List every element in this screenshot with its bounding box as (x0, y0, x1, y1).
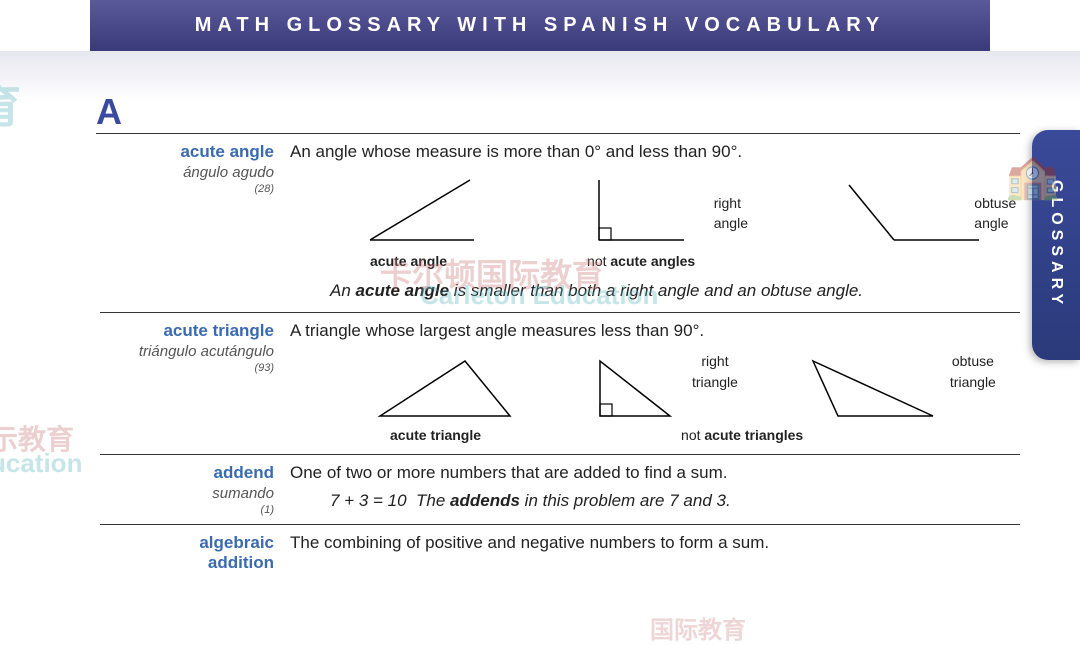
right-triangle-figure (590, 351, 680, 421)
term-reference: (1) (100, 504, 274, 516)
glossary-entry: algebraicaddition The combining of posit… (100, 525, 1020, 581)
right-angle-figure (584, 175, 694, 245)
right-angle-block (584, 175, 694, 245)
term-spanish: sumando (100, 485, 274, 502)
term-english: addend (100, 463, 274, 483)
watermark: 国际教育 (650, 610, 746, 645)
obtuse-angle-figure (844, 175, 984, 245)
not-acute-triangle-caption: not acute triangles (681, 425, 803, 445)
term-column: algebraicaddition (100, 531, 290, 573)
glossary-content: A acute angle ángulo agudo (28) An angle… (0, 91, 1080, 581)
angle-figures: right angle obtuse angle (350, 175, 1036, 245)
right-triangle-block: righttriangle (590, 351, 738, 421)
term-spanish: triángulo acutángulo (100, 343, 274, 360)
term-reference: (28) (100, 183, 274, 195)
term-english: algebraicaddition (100, 533, 274, 573)
acute-triangle-figure (370, 351, 520, 421)
term-english: acute angle (100, 142, 274, 162)
acute-angle-caption: acute angle (370, 251, 447, 271)
definition-text: The combining of positive and negative n… (290, 531, 1020, 556)
definition-column: A triangle whose largest angle measures … (290, 319, 1020, 446)
term-column: addend sumando (1) (100, 461, 290, 516)
definition-column: One of two or more numbers that are adde… (290, 461, 1020, 516)
glossary-entry: addend sumando (1) One of two or more nu… (100, 455, 1020, 525)
not-acute-caption: not not acute anglesacute angles (587, 251, 695, 271)
definition-text: An angle whose measure is more than 0° a… (290, 140, 1036, 165)
header-title: MATH GLOSSARY WITH SPANISH VOCABULARY (195, 14, 886, 36)
example-sentence: An acute angle is smaller than both a ri… (330, 279, 1036, 304)
section-letter: A (96, 91, 1020, 134)
obtuse-angle-label: obtuse angle (974, 193, 1036, 234)
acute-triangle-caption: acute triangle (390, 425, 481, 445)
definition-text: One of two or more numbers that are adde… (290, 461, 1020, 486)
glossary-entry: acute angle ángulo agudo (28) An angle w… (100, 134, 1020, 313)
page-header: MATH GLOSSARY WITH SPANISH VOCABULARY (90, 0, 990, 51)
term-reference: (93) (100, 362, 274, 374)
triangle-caption-row: acute triangle not acute triangles (390, 425, 1020, 445)
right-triangle-label: righttriangle (692, 351, 738, 392)
acute-angle-figure (350, 175, 474, 245)
definition-column: An angle whose measure is more than 0° a… (290, 140, 1036, 304)
obtuse-triangle-block: obtusetriangle (808, 351, 996, 421)
angle-caption-row: acute angle not not acute anglesacute an… (370, 251, 1036, 271)
example-sentence: 7 + 3 = 10 The addends in this problem a… (330, 489, 1020, 514)
triangle-figures: righttriangle obtusetriangle (370, 351, 1020, 421)
glossary-entry: acute triangle triángulo acutángulo (93)… (100, 313, 1020, 455)
term-column: acute angle ángulo agudo (28) (100, 140, 290, 304)
term-spanish: ángulo agudo (100, 164, 274, 181)
term-english: acute triangle (100, 321, 274, 341)
right-angle-label: right angle (714, 193, 765, 234)
obtuse-angle-block (844, 175, 984, 245)
obtuse-triangle-figure (808, 351, 938, 421)
obtuse-triangle-label: obtusetriangle (950, 351, 996, 392)
term-column: acute triangle triángulo acutángulo (93) (100, 319, 290, 446)
definition-column: The combining of positive and negative n… (290, 531, 1020, 573)
definition-text: A triangle whose largest angle measures … (290, 319, 1020, 344)
